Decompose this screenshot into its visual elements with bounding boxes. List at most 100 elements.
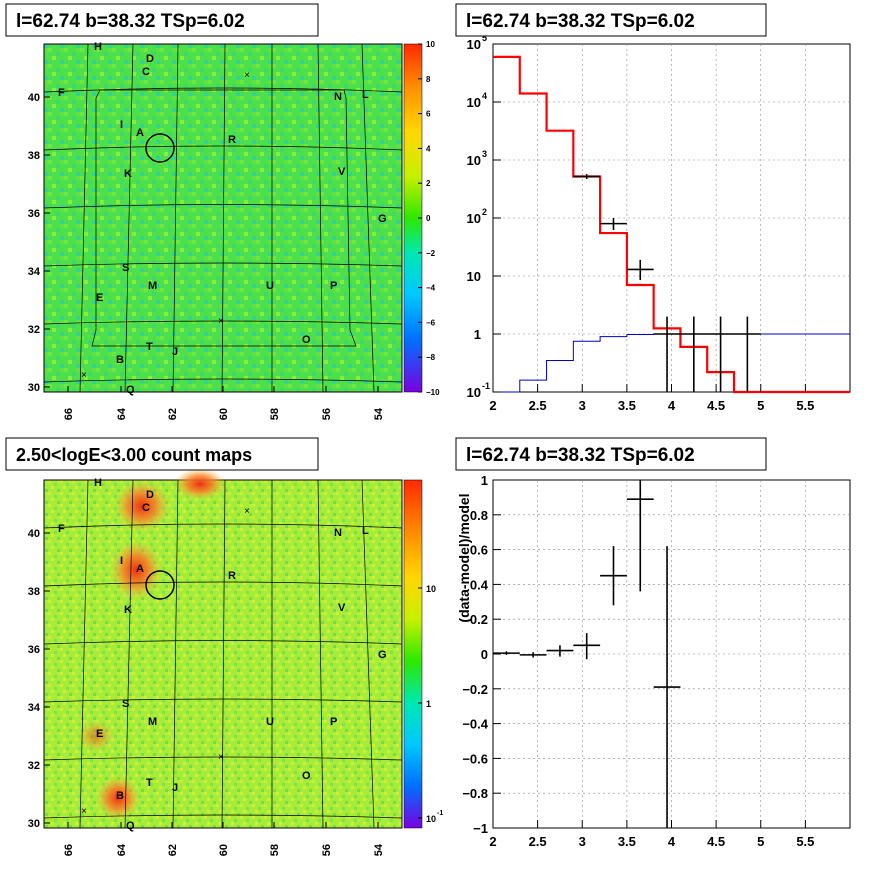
y-tick-exponent: -1 xyxy=(482,381,490,391)
x-tick-label: 4 xyxy=(668,834,676,849)
total-model-line xyxy=(493,55,850,394)
map-marker-x: × xyxy=(244,70,250,81)
hotspots xyxy=(78,468,226,820)
x-tick-label: 5.5 xyxy=(796,834,814,849)
x-tick-label: 60 xyxy=(218,844,230,856)
source-label: J xyxy=(172,346,178,358)
map-axes-counts: 66 64 62 60 58 56 54 30 32 34 36 38 40 xyxy=(28,528,385,856)
y-tick-label: 10 xyxy=(467,153,481,168)
coordinate-grid-counts xyxy=(43,479,403,829)
y-tick-label: 36 xyxy=(28,644,40,656)
colorbar-residual-label: 10 xyxy=(426,40,435,49)
grid-ratio xyxy=(493,480,850,828)
y-tick-label: 38 xyxy=(28,150,40,162)
x-tick-label: 3 xyxy=(579,398,586,413)
source-label: V xyxy=(338,166,346,178)
x-tick-label: 54 xyxy=(373,843,385,856)
x-tick-label: 5 xyxy=(757,834,764,849)
colorbar-counts-label: 1 xyxy=(426,699,431,709)
source-labels-residual: H DC F N L I A R K V G S M U P E T J O B Q xyxy=(58,41,387,396)
x-tick-label: 4.5 xyxy=(707,398,725,413)
y-tick-label: −0.4 xyxy=(462,717,488,732)
x-tick-label: 66 xyxy=(63,408,75,420)
y-axis-label-ratio: (data-model)/model xyxy=(456,493,472,622)
background-model-line xyxy=(493,333,850,393)
x-tick-label: 2.5 xyxy=(529,834,547,849)
y-tick-label: −1 xyxy=(473,821,488,836)
source-label: D xyxy=(146,53,154,65)
x-tick-label: 3 xyxy=(579,834,586,849)
map-marker-x: × xyxy=(218,316,224,327)
y-tick-label: 34 xyxy=(28,266,41,278)
source-label: V xyxy=(338,602,346,614)
y-tick-label: −0.6 xyxy=(462,751,488,766)
source-label: P xyxy=(330,716,337,728)
source-label: E xyxy=(96,728,103,740)
source-label: L xyxy=(362,89,369,101)
source-label: H xyxy=(94,477,102,489)
x-tick-label: 54 xyxy=(373,407,385,420)
y-tick-label: 1 xyxy=(481,473,488,488)
x-tick-label: 3.5 xyxy=(618,398,636,413)
colorbar-counts-exp: -1 xyxy=(437,810,443,817)
x-tick-label: 2 xyxy=(489,834,496,849)
target-circle xyxy=(145,570,175,600)
source-label: U xyxy=(266,280,274,292)
source-label: O xyxy=(302,334,311,346)
y-tick-label: 1 xyxy=(474,327,481,342)
source-label: K xyxy=(124,168,132,180)
source-label: T xyxy=(146,341,153,353)
panel-title-bottom-left: 2.50<logE<3.00 count maps xyxy=(16,445,252,465)
x-tick-label: 64 xyxy=(116,843,128,856)
source-label: C xyxy=(142,66,150,78)
coordinate-grid-residual xyxy=(43,43,403,393)
colorbar-residual-label: −6 xyxy=(426,318,436,327)
y-tick-label: 32 xyxy=(28,324,40,336)
x-tick-label: 58 xyxy=(269,408,281,420)
colorbar-residual-label: 4 xyxy=(426,144,431,153)
panel-bottom-right: 2 2.5 3 3.5 4 4.5 5 5.5 −1 −0.8 −0.6 −0.4 −0.2 0 0.2 0.… xyxy=(455,437,851,849)
source-label: H xyxy=(94,41,102,53)
source-label: N xyxy=(334,527,342,539)
y-tick-label: 30 xyxy=(28,382,40,394)
source-label: S xyxy=(122,698,129,710)
x-tick-label: 2 xyxy=(489,398,496,413)
colorbar-residual-ticks: 10 8 6 4 2 0 −2 −4 −6 −8 −10 xyxy=(418,40,440,397)
x-tick-label: 3.5 xyxy=(618,834,636,849)
y-tick-label: 30 xyxy=(28,818,40,830)
y-tick-label: −0.2 xyxy=(462,682,488,697)
y-tick-label: 0.4 xyxy=(470,577,489,592)
colorbar-counts-label: 10 xyxy=(426,814,436,824)
source-label: J xyxy=(172,782,178,794)
axes-ratio: 2 2.5 3 3.5 4 4.5 5 5.5 −1 −0.8 −0.6 −0.4 −0.2 0 0.2 0.… xyxy=(462,473,814,849)
source-label: U xyxy=(266,716,274,728)
colorbar-residual-label: 8 xyxy=(426,75,431,84)
source-label: C xyxy=(142,502,150,514)
source-label: A xyxy=(136,127,144,139)
y-tick-label: 0.8 xyxy=(470,508,488,523)
map-marker-x: × xyxy=(81,806,87,817)
source-labels-counts: H DC F N L I A R K V G S M U P E T J O B Q xyxy=(58,477,387,832)
colorbar-residual-label: −10 xyxy=(426,388,440,397)
map-frame-counts xyxy=(43,479,403,829)
colorbar-residual-label: −2 xyxy=(426,249,436,258)
source-label: F xyxy=(58,523,65,535)
y-tick-label: 36 xyxy=(28,208,40,220)
y-tick-exponent: 2 xyxy=(482,207,487,217)
source-label: R xyxy=(228,134,236,146)
source-label: A xyxy=(136,563,144,575)
source-label: P xyxy=(330,280,337,292)
y-tick-label: 0 xyxy=(481,647,488,662)
source-label: R xyxy=(228,570,236,582)
map-marker-x: × xyxy=(81,370,87,381)
y-tick-label: 10 xyxy=(467,269,481,284)
colorbar-residual-label: 0 xyxy=(426,214,431,223)
x-tick-label: 56 xyxy=(321,408,333,420)
x-tick-label: 2.5 xyxy=(529,398,547,413)
panel-title-bottom-right: l=62.74 b=38.32 TSp=6.02 xyxy=(466,445,695,466)
source-label: B xyxy=(116,790,124,802)
source-label: Q xyxy=(126,820,135,832)
y-tick-label: 10 xyxy=(467,385,481,400)
